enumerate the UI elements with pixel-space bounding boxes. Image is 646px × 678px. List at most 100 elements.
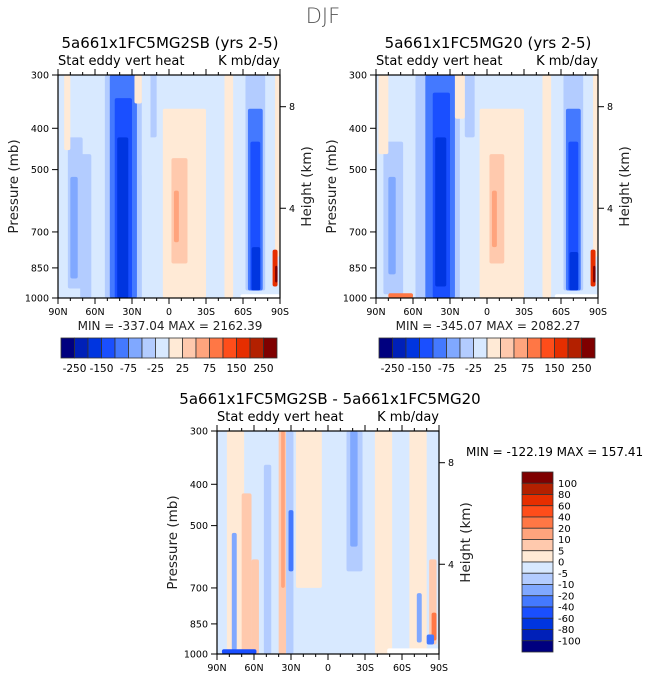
colorbar-box [141, 337, 156, 359]
contour-region [141, 75, 151, 177]
colorbar-box [567, 337, 582, 359]
colorbar-box [521, 640, 554, 653]
panel-1-minmax: MIN = -337.04 MAX = 2162.39 [77, 319, 263, 333]
contour-field [217, 431, 439, 654]
colorbar-box [581, 337, 596, 359]
colorbar-box [446, 337, 461, 359]
contour-region [263, 464, 272, 654]
colorbar-box [521, 516, 554, 529]
x-tick-label: 0 [166, 307, 172, 318]
contour-region [416, 593, 422, 643]
colorbar-label: 150 [226, 363, 246, 375]
colorbar-label: 250 [571, 363, 591, 375]
panel-3-left-subtitle: Stat eddy vert heat [217, 410, 344, 425]
contour-region [464, 75, 475, 138]
colorbar-box [236, 337, 251, 359]
y-tick-label: 850 [190, 619, 208, 630]
contour-region [275, 265, 278, 283]
panel-2-minmax: MIN = -345.07 MAX = 2082.27 [395, 319, 581, 333]
contour-field [58, 75, 280, 298]
colorbar-box [378, 337, 393, 359]
colorbar-box [521, 527, 554, 540]
y-tick-label: 400 [190, 480, 208, 491]
x-tick-label: 60S [552, 307, 570, 318]
colorbar-label: 75 [521, 363, 534, 375]
contour-region [388, 293, 413, 298]
contour-region [374, 431, 393, 654]
y-tick-label: 300 [190, 427, 208, 438]
y-tick-label: 1000 [184, 650, 208, 661]
colorbar: -250 -150 -75 -25 25 75 150 250 [378, 337, 596, 375]
colorbar-box [521, 539, 554, 552]
colorbar-label: -25 [147, 363, 164, 375]
x-tick-label: 30N [281, 663, 300, 674]
colorbar-label: -60 [558, 614, 574, 625]
panel-2-right-subtitle: K mb/day [536, 54, 598, 69]
contour-region [350, 431, 358, 547]
colorbar-label: -20 [558, 591, 574, 602]
colorbar-box [168, 337, 183, 359]
y-tick-label: 700 [190, 583, 208, 594]
contour-region [281, 431, 285, 588]
y-axis-label: Pressure (mb) [165, 495, 181, 589]
colorbar-label: 75 [203, 363, 216, 375]
colorbar-label: -250 [381, 363, 405, 375]
panel-2-left-subtitle: Stat eddy vert heat [376, 54, 503, 69]
colorbar-label: 10 [558, 535, 571, 546]
y-tick-label: 400 [349, 124, 367, 135]
contour-region [388, 176, 396, 275]
contour-field [376, 75, 598, 298]
colorbar-box [521, 561, 554, 574]
contour-region [593, 75, 598, 257]
colorbar-label: 25 [176, 363, 189, 375]
colorbar-box [195, 337, 210, 359]
colorbar-box [521, 584, 554, 597]
y-tick-label: 300 [349, 71, 367, 82]
colorbar: -250 -150 -75 -25 25 75 150 250 [60, 337, 278, 375]
contour-region [241, 493, 252, 654]
colorbar-box [74, 337, 89, 359]
colorbar-box [521, 482, 554, 495]
colorbar-box [521, 550, 554, 563]
colorbar-label: -150 [90, 363, 114, 375]
contour-region [554, 294, 598, 298]
height-tick-label: 8 [607, 102, 613, 113]
colorbar-label: -250 [63, 363, 87, 375]
colorbar-box [521, 572, 554, 585]
y-axis-right-label: Height (km) [299, 146, 315, 226]
contour-region [221, 649, 257, 654]
colorbar-box [521, 629, 554, 642]
colorbar-box [486, 337, 501, 359]
contour-region [542, 75, 552, 298]
contour-region [134, 75, 142, 104]
height-tick-label: 4 [289, 204, 295, 215]
colorbar-box [114, 337, 129, 359]
x-tick-label: 60N [403, 307, 422, 318]
colorbar-label: -10 [558, 580, 574, 591]
panel-1-title: 5a661x1FC5MG2SB (yrs 2-5) [61, 34, 279, 52]
colorbar-label: 5 [558, 546, 564, 557]
contour-region [489, 154, 505, 264]
colorbar-box [182, 337, 197, 359]
colorbar-box [500, 337, 515, 359]
contour-region [231, 532, 237, 651]
colorbar-label: -100 [558, 636, 581, 647]
x-tick-label: 90N [207, 663, 226, 674]
panel-2-title: 5a661x1FC5MG20 (yrs 2-5) [384, 34, 592, 52]
colorbar-box [87, 337, 102, 359]
y-axis-right-label: Height (km) [617, 146, 633, 226]
x-tick-label: 30S [356, 663, 374, 674]
panel-1-right-subtitle: K mb/day [218, 54, 280, 69]
colorbar-box [249, 337, 264, 359]
contour-region [251, 559, 259, 654]
contour-region [295, 431, 322, 588]
contour-region [454, 75, 465, 119]
y-axis-right-label: Height (km) [458, 502, 474, 582]
figure-suptitle: DJF [305, 4, 341, 28]
colorbar-label: -75 [120, 363, 137, 375]
colorbar-box [60, 337, 75, 359]
panel-3-right-subtitle: K mb/day [377, 410, 439, 425]
colorbar-box [263, 337, 278, 359]
